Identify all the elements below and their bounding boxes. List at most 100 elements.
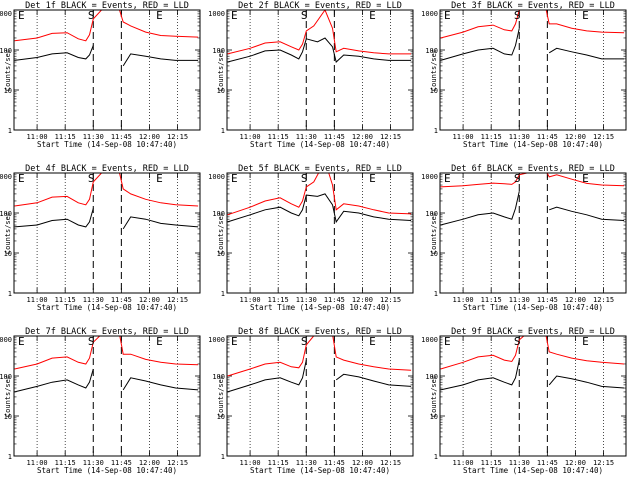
x-tick-label: 12:15 — [380, 296, 401, 304]
x-tick-label: 11:15 — [55, 133, 76, 141]
lld-series-line — [440, 336, 625, 370]
segment-label: S — [88, 9, 95, 22]
x-tick-label: 11:30 — [509, 459, 530, 467]
x-tick-label: 11:45 — [111, 459, 132, 467]
y-tick-label: 1000 — [208, 173, 225, 181]
detector-panel-1: Det 1f BLACK = Events, RED = LLD Counts/s… — [0, 1, 201, 149]
y-tick-label: 100 — [0, 47, 12, 55]
y-tick-label: 1000 — [0, 173, 12, 181]
y-tick-label: 10 — [217, 250, 225, 258]
x-axis-label: Start Time (14-Sep-08 10:47:40) — [37, 303, 177, 312]
y-tick-label: 10 — [217, 87, 225, 95]
panel-title: Det 6f BLACK = Events, RED = LLD — [451, 164, 615, 174]
x-axis-label: Start Time (14-Sep-08 10:47:40) — [250, 466, 390, 475]
segment-label: E — [231, 9, 238, 22]
detector-panel-8: Det 8f BLACK = Events, RED = LLD Counts/s… — [208, 327, 414, 475]
y-tick-label: 1 — [8, 453, 12, 461]
y-tick-label: 10 — [4, 413, 12, 421]
x-axis-label: Start Time (14-Sep-08 10:47:40) — [37, 140, 177, 149]
x-axis-label: Start Time (14-Sep-08 10:47:40) — [463, 303, 603, 312]
segment-label: S — [301, 9, 308, 22]
segment-label: E — [582, 172, 589, 185]
y-axis-label: Counts/sec — [430, 49, 438, 91]
y-tick-label: 100 — [212, 210, 225, 218]
y-tick-label: 100 — [425, 47, 438, 55]
panel-title: Det 5f BLACK = Events, RED = LLD — [238, 164, 402, 174]
events-series-line — [227, 37, 412, 63]
x-tick-label: 11:45 — [324, 296, 345, 304]
x-axis-label: Start Time (14-Sep-08 10:47:40) — [250, 303, 390, 312]
detector-panel-9: Det 9f BLACK = Events, RED = LLD Counts/s… — [421, 327, 627, 475]
x-tick-label: 12:00 — [565, 459, 586, 467]
x-tick-label: 11:15 — [268, 296, 289, 304]
segment-label: E — [231, 172, 238, 185]
panel-title: Det 7f BLACK = Events, RED = LLD — [25, 327, 189, 337]
panel-title: Det 8f BLACK = Events, RED = LLD — [238, 327, 402, 337]
plot-frame — [439, 335, 627, 457]
lld-series-line — [14, 173, 199, 207]
lld-series-line — [440, 173, 625, 188]
lld-series-line — [227, 173, 412, 216]
detector-panel-2: Det 2f BLACK = Events, RED = LLD Counts/s… — [208, 1, 414, 149]
y-axis-label: Counts/sec — [4, 212, 12, 254]
x-tick-label: 11:30 — [296, 133, 317, 141]
y-tick-label: 1000 — [208, 336, 225, 344]
segment-label: E — [444, 335, 451, 348]
x-axis-label: Start Time (14-Sep-08 10:47:40) — [37, 466, 177, 475]
y-tick-label: 1 — [221, 453, 225, 461]
detector-panel-5: Det 5f BLACK = Events, RED = LLD Counts/s… — [208, 164, 414, 312]
y-tick-label: 1000 — [0, 10, 12, 18]
events-series-line — [440, 191, 625, 226]
x-tick-label: 12:15 — [593, 459, 614, 467]
y-tick-label: 1 — [8, 127, 12, 135]
lld-series-line — [14, 336, 199, 370]
x-tick-label: 12:00 — [352, 296, 373, 304]
y-axis-label: Counts/sec — [4, 49, 12, 91]
detector-panel-6: Det 6f BLACK = Events, RED = LLD Counts/s… — [421, 164, 627, 312]
x-tick-label: 11:15 — [268, 133, 289, 141]
x-tick-label: 12:15 — [167, 133, 188, 141]
segment-label: E — [18, 9, 25, 22]
x-tick-label: 12:00 — [139, 296, 160, 304]
y-tick-label: 1000 — [421, 336, 438, 344]
plot-frame — [226, 335, 414, 457]
segment-label: E — [18, 335, 25, 348]
segment-label: E — [444, 172, 451, 185]
y-tick-label: 10 — [430, 87, 438, 95]
panel-title: Det 2f BLACK = Events, RED = LLD — [238, 1, 402, 11]
segment-label: E — [444, 9, 451, 22]
y-tick-label: 1000 — [0, 336, 12, 344]
x-tick-label: 11:30 — [83, 133, 104, 141]
x-tick-label: 12:00 — [565, 133, 586, 141]
x-tick-label: 11:30 — [83, 296, 104, 304]
lld-series-line — [227, 336, 412, 377]
panel-title: Det 3f BLACK = Events, RED = LLD — [451, 1, 615, 11]
x-tick-label: 11:00 — [27, 133, 48, 141]
segment-label: E — [18, 172, 25, 185]
plot-frame — [13, 172, 201, 294]
x-tick-label: 12:15 — [167, 296, 188, 304]
plot-frame — [439, 172, 627, 294]
y-tick-label: 10 — [217, 413, 225, 421]
y-tick-label: 10 — [4, 250, 12, 258]
segment-label: S — [514, 9, 521, 22]
events-series-line — [440, 359, 625, 391]
segment-label: E — [369, 172, 376, 185]
x-tick-label: 11:30 — [296, 296, 317, 304]
x-tick-label: 11:00 — [27, 459, 48, 467]
x-tick-label: 11:15 — [481, 459, 502, 467]
segment-label: E — [369, 335, 376, 348]
x-tick-label: 12:15 — [167, 459, 188, 467]
x-axis-label: Start Time (14-Sep-08 10:47:40) — [250, 140, 390, 149]
y-tick-label: 100 — [425, 373, 438, 381]
x-tick-label: 11:00 — [453, 133, 474, 141]
y-axis-label: Counts/sec — [217, 375, 225, 417]
lld-series-line — [227, 10, 412, 55]
events-series-line — [227, 359, 412, 393]
x-tick-label: 11:00 — [453, 296, 474, 304]
y-axis-label: Counts/sec — [430, 375, 438, 417]
y-tick-label: 1 — [434, 290, 438, 298]
x-tick-label: 11:45 — [537, 296, 558, 304]
y-axis-label: Counts/sec — [430, 212, 438, 254]
